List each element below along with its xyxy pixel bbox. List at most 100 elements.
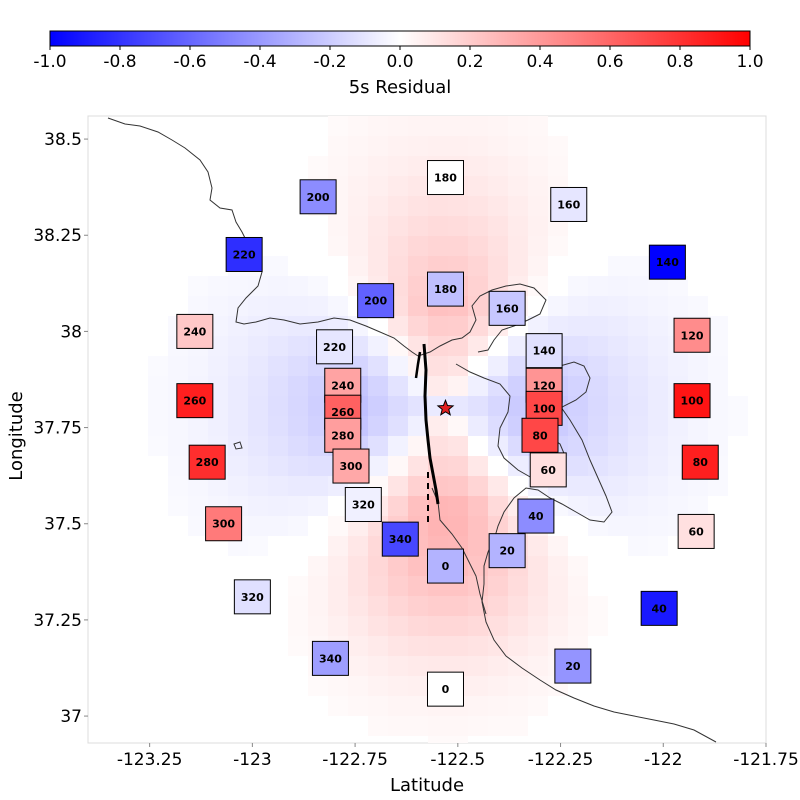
- heatmap-cell: [228, 396, 248, 416]
- heatmap-cell: [528, 256, 548, 276]
- heatmap-cell: [388, 496, 408, 516]
- heatmap-cell: [428, 516, 448, 536]
- heatmap-cell: [388, 576, 408, 596]
- heatmap-cell: [388, 656, 408, 676]
- heatmap-cell: [508, 616, 528, 636]
- station-marker: 220: [225, 236, 263, 272]
- heatmap-cell: [268, 436, 288, 456]
- heatmap-cell: [188, 356, 208, 376]
- coastline-outer: [107, 117, 419, 357]
- station-box: [233, 579, 271, 615]
- station-label: 300: [212, 518, 235, 531]
- heatmap-cell: [468, 656, 488, 676]
- heatmap-cell: [648, 376, 668, 396]
- heatmap-cell: [248, 296, 268, 316]
- station-marker: 280: [188, 444, 226, 480]
- heatmap-cell: [408, 636, 428, 656]
- station-box: [681, 444, 719, 480]
- heatmap-cell: [368, 356, 388, 376]
- heatmap-cell: [268, 276, 288, 296]
- heatmap-cell: [528, 116, 548, 136]
- heatmap-cell: [648, 296, 668, 316]
- heatmap-cell: [168, 456, 188, 476]
- heatmap-cell: [528, 156, 548, 176]
- colorbar-label: 5s Residual: [349, 77, 452, 98]
- heatmap-cell: [308, 416, 328, 436]
- heatmap-cell: [408, 176, 428, 196]
- heatmap-cell: [428, 236, 448, 256]
- station-marker: 80: [681, 444, 719, 480]
- y-tick-label: 37.5: [44, 515, 82, 535]
- heatmap-cell: [288, 396, 308, 416]
- station-marker: 40: [640, 590, 678, 626]
- station-box: [205, 506, 243, 542]
- heatmap-cell: [348, 576, 368, 596]
- station-box: [311, 640, 349, 676]
- station-marker: 280: [324, 417, 362, 453]
- heatmap-cell: [588, 276, 608, 296]
- heatmap-cell: [568, 616, 588, 636]
- heatmap-cell: [448, 416, 468, 436]
- heatmap-cell: [248, 496, 268, 516]
- heatmap-cell: [488, 216, 508, 236]
- heatmap-cell: [328, 556, 348, 576]
- heatmap-cell: [188, 276, 208, 296]
- heatmap-cell: [408, 616, 428, 636]
- heatmap-cell: [448, 636, 468, 656]
- heatmap-cell: [348, 176, 368, 196]
- heatmap-cell: [648, 516, 668, 536]
- heatmap-cell: [368, 416, 388, 436]
- heatmap-cell: [388, 716, 408, 736]
- station-marker: 320: [344, 487, 382, 523]
- heatmap-cell: [488, 496, 508, 516]
- station-label: 100: [681, 395, 704, 408]
- heatmap-cell: [188, 496, 208, 516]
- heatmap-cell: [568, 356, 588, 376]
- heatmap-cell: [608, 376, 628, 396]
- y-tick-label: 38.5: [44, 130, 82, 150]
- heatmap-cell: [468, 156, 488, 176]
- station-label: 160: [557, 198, 580, 211]
- heatmap-cell: [288, 376, 308, 396]
- heatmap-cell: [468, 636, 488, 656]
- heatmap-cell: [268, 296, 288, 316]
- heatmap-cell: [528, 316, 548, 336]
- heatmap-cell: [668, 296, 688, 316]
- heatmap-cell: [588, 436, 608, 456]
- station-marker: 180: [426, 271, 464, 307]
- station-label: 340: [319, 652, 342, 665]
- heatmap-cell: [628, 456, 648, 476]
- heatmap-cell: [528, 536, 548, 556]
- heatmap-cell: [428, 356, 448, 376]
- heatmap-cell: [628, 436, 648, 456]
- heatmap-cell: [468, 696, 488, 716]
- heatmap-cell: [428, 316, 448, 336]
- heatmap-cell: [408, 456, 428, 476]
- station-label: 260: [331, 406, 354, 419]
- heatmap-cell: [528, 216, 548, 236]
- heatmap-cell: [308, 616, 328, 636]
- heatmap-cell: [548, 296, 568, 316]
- heatmap-cell: [468, 256, 488, 276]
- station-box: [357, 283, 395, 319]
- station-box: [188, 444, 226, 480]
- heatmap-cell: [728, 396, 748, 416]
- heatmap-cell: [328, 676, 348, 696]
- heatmap-cell: [428, 476, 448, 496]
- heatmap-cell: [328, 136, 348, 156]
- heatmap-cell: [308, 676, 328, 696]
- fault-trace-north: [414, 351, 422, 379]
- heatmap-cell: [528, 276, 548, 296]
- station-box: [426, 160, 464, 196]
- colorbar-tick-label: -1.0: [33, 52, 66, 72]
- heatmap-cell: [288, 356, 308, 376]
- station-box: [550, 186, 588, 222]
- heatmap-cell: [368, 616, 388, 636]
- heatmap-cell: [348, 636, 368, 656]
- heatmap-cell: [228, 336, 248, 356]
- heatmap-cell: [488, 356, 508, 376]
- heatmap-cell: [408, 336, 428, 356]
- station-box: [648, 244, 686, 280]
- heatmap-cell: [368, 196, 388, 216]
- heatmap-cell: [428, 616, 448, 636]
